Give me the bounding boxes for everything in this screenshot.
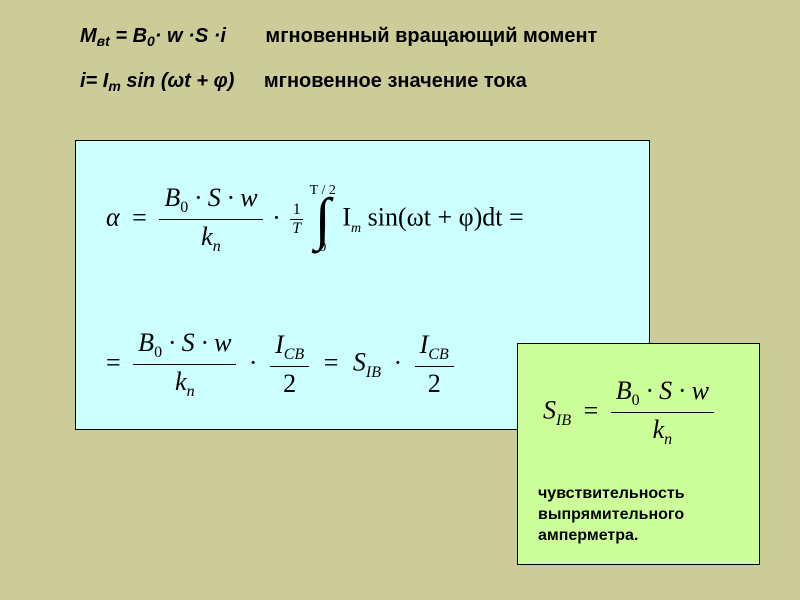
Im-m: m (351, 221, 361, 236)
num-bsw: B0 · S · w (159, 181, 262, 220)
desc2: мгновенное значение тока (264, 70, 527, 92)
sin-expr: sin(ωt + φ)dt = (368, 203, 524, 232)
line2: i= Im sin (ωt + φ) мгновенное значение т… (80, 70, 527, 94)
formula-sub-vt: вt (97, 33, 110, 49)
formula-eq: = B (110, 25, 147, 47)
SIB-IB: IB (366, 364, 381, 381)
S: S (543, 396, 556, 425)
eq2: = (106, 348, 121, 377)
side-formula: SIB = B0 · S · w kn (543, 374, 714, 451)
den-kn: kn (159, 220, 262, 258)
SIB-S: S (353, 348, 366, 377)
frac-ICB-2b: ICB 2 (415, 328, 454, 401)
den-kn-2: kn (133, 365, 236, 403)
desc1: мгновенный вращающий момент (265, 25, 597, 47)
side-label: чувствительность выпрямительного амперме… (538, 484, 685, 546)
IB: IB (556, 412, 571, 429)
frac-BSw-kn: B0 · S · w kn (159, 181, 262, 258)
frac-side: B0 · S · w kn (611, 374, 714, 451)
side-num: B0 · S · w (611, 374, 714, 413)
formula-M: M (80, 25, 97, 47)
side-label-line1: чувствительность (538, 484, 685, 505)
frac-1T: 1 T (290, 201, 303, 238)
side-eq: = (584, 396, 599, 425)
alpha: α (106, 203, 120, 232)
formula-line2: = B0 · S · w kn · ICB 2 = SIB · ICB 2 (106, 326, 454, 403)
side-label-line2: выпрямительного (538, 505, 685, 526)
eq1: = (132, 203, 147, 232)
integral-sign: ∫ (315, 199, 331, 240)
formula-line1: α = B0 · S · w kn · 1 T T / 2 ∫ 0 Im sin… (106, 181, 524, 258)
num-bsw-2: B0 · S · w (133, 326, 236, 365)
den-2: 2 (270, 367, 309, 401)
eq3: = (324, 348, 339, 377)
side-label-line3: амперметра. (538, 526, 685, 547)
formula-i: i= I (80, 70, 108, 92)
side-formula-box: SIB = B0 · S · w kn чувствительность вып… (517, 343, 760, 565)
side-den: kn (611, 413, 714, 451)
formula-sub-m: m (108, 78, 120, 94)
frac-BSw-kn-2: B0 · S · w kn (133, 326, 236, 403)
formula-dot1: · w ·S ·i (155, 25, 226, 47)
num-icb-2: ICB (415, 328, 454, 367)
num-icb: ICB (270, 328, 309, 367)
dot2: · (249, 348, 258, 377)
dot1: · (272, 203, 281, 232)
frac-ICB-2: ICB 2 (270, 328, 309, 401)
den-2b: 2 (415, 367, 454, 401)
T: T (290, 220, 303, 238)
dot3: · (393, 348, 402, 377)
formula-sub-0: 0 (147, 33, 155, 49)
one: 1 (290, 201, 303, 220)
Im-I: I (342, 203, 351, 232)
formula-sin: sin (ωt + φ) (121, 70, 235, 92)
line1: Mвt = B0· w ·S ·i мгновенный вращающий м… (80, 25, 597, 49)
int-lower: 0 (310, 240, 336, 256)
